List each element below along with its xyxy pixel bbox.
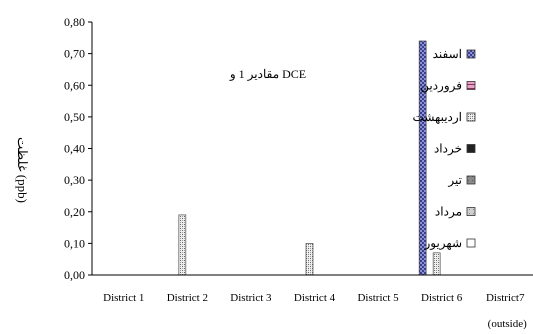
y-axis-label: غلظت (ppb) bbox=[15, 137, 30, 203]
x-tick-label: District7 bbox=[486, 292, 525, 304]
bar bbox=[305, 243, 314, 276]
y-tick-label: 0,60 bbox=[64, 78, 85, 92]
y-tick-label: 0,40 bbox=[64, 142, 85, 156]
bar bbox=[178, 214, 187, 276]
legend-swatch bbox=[466, 175, 476, 185]
y-axis-ticks: 0,00 0,10 0,20 0,30 0,40 0,50 0,60 0,70 0,80 bbox=[64, 15, 92, 282]
bars bbox=[178, 40, 441, 276]
legend-swatch bbox=[466, 207, 476, 216]
x-axis-labels: District 1 District 2 District 3 District 4… bbox=[103, 292, 527, 330]
legend-label: فروردین bbox=[420, 79, 462, 93]
x-tick-label: District 6 bbox=[421, 292, 463, 304]
y-tick-label: 0,70 bbox=[64, 47, 85, 61]
y-tick-label: 0,30 bbox=[64, 173, 85, 187]
legend-label: اسفند bbox=[433, 47, 462, 61]
legend-swatch bbox=[466, 49, 476, 59]
legend-label: تیر bbox=[447, 173, 462, 187]
legend-swatch bbox=[466, 112, 476, 122]
y-tick-label: 0,80 bbox=[64, 15, 85, 29]
x-tick-label: District 2 bbox=[167, 292, 208, 304]
x-tick-label: District 3 bbox=[230, 292, 272, 304]
legend-label: مرداد bbox=[435, 205, 462, 219]
y-tick-label: 0,10 bbox=[64, 236, 85, 250]
y-tick-label: 0,20 bbox=[64, 205, 85, 219]
x-tick-label: District 4 bbox=[294, 292, 336, 304]
legend-label: شهریور bbox=[423, 236, 462, 250]
axes bbox=[91, 22, 533, 276]
legend-label: خرداد bbox=[434, 142, 462, 156]
y-tick-label: 0,00 bbox=[64, 268, 85, 282]
legend-label: اردیبهشت bbox=[413, 110, 462, 124]
bar bbox=[432, 252, 441, 276]
legend-swatch bbox=[466, 81, 476, 90]
x-tick-sublabel: (outside) bbox=[488, 318, 527, 330]
x-tick-label: District 1 bbox=[103, 292, 144, 304]
legend-swatch bbox=[466, 144, 476, 153]
legend: اسفند فروردین اردیبهشت خرداد تیر مرداد شهریور bbox=[413, 47, 476, 250]
legend-swatch bbox=[466, 238, 476, 248]
y-tick-label: 0,50 bbox=[64, 110, 85, 124]
x-tick-label: District 5 bbox=[357, 292, 399, 304]
chart-annotation: مقادیر 1 و DCE bbox=[229, 67, 306, 81]
